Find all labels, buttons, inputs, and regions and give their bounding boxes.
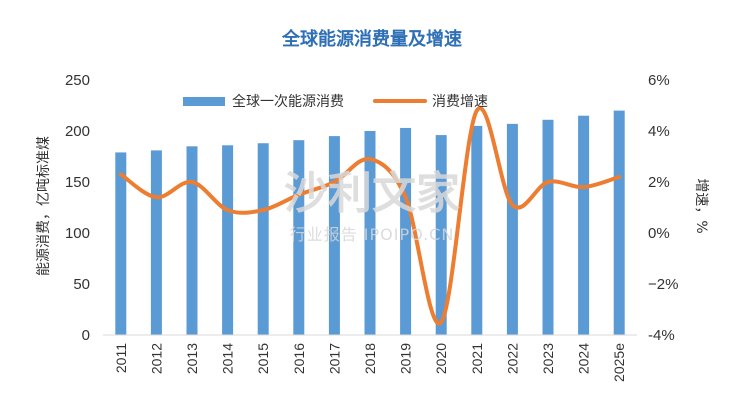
- bar-2016: [293, 140, 305, 335]
- x-tick-label: 2018: [362, 343, 378, 374]
- bar-2023: [542, 119, 554, 335]
- growth-line: [118, 106, 622, 326]
- bar-2020: [435, 135, 447, 335]
- legend-line-label: 消费增速: [432, 94, 488, 110]
- x-tick-label: 2020: [433, 343, 449, 374]
- legend: 全球一次能源消费 消费增速: [183, 93, 488, 110]
- left-tick-label: 250: [65, 72, 90, 89]
- x-tick-label: 2022: [504, 343, 520, 374]
- chart-title: 全球能源消费量及增速: [281, 28, 462, 50]
- watermark-main: 沙利文家: [284, 168, 460, 219]
- bar-2017: [328, 136, 340, 335]
- right-tick-label: 0%: [648, 225, 670, 242]
- x-tick-label: 2025e: [611, 343, 627, 382]
- x-tick-label: 2015: [255, 343, 271, 374]
- right-axis-label: 增速，%: [693, 178, 709, 233]
- bar-2011: [115, 152, 127, 335]
- left-tick-label: 50: [73, 276, 90, 293]
- x-tick-label: 2014: [220, 343, 236, 374]
- x-tick-label: 2016: [291, 343, 307, 374]
- bar-2014: [222, 145, 234, 335]
- x-axis-ticks: 2011 2012 2013 2014 2015 2016 2017 2018 2019 2020…: [113, 343, 627, 382]
- x-tick-label: 2012: [148, 343, 164, 374]
- left-tick-label: 100: [65, 225, 90, 242]
- x-tick-label: 2017: [326, 343, 342, 374]
- right-tick-label: 6%: [648, 72, 670, 89]
- x-tick-label: 2013: [184, 343, 200, 374]
- watermark-sub: 行业报告 IPOIPO.CN: [290, 225, 455, 244]
- bar-2025e: [613, 110, 625, 335]
- right-tick-label: 4%: [648, 123, 670, 140]
- bar-2018: [364, 131, 376, 335]
- growth-line-layer: [118, 106, 622, 326]
- watermark: 沙利文家 行业报告 IPOIPO.CN: [284, 168, 460, 244]
- left-axis-label: 能源消费，亿吨标准煤: [36, 136, 52, 276]
- bar-2012: [150, 150, 162, 335]
- x-tick-label: 2021: [469, 343, 485, 374]
- x-tick-label: 2019: [398, 343, 414, 374]
- x-tick-label: 2024: [576, 343, 592, 374]
- legend-bar-swatch: [183, 97, 225, 106]
- left-axis-ticks: 0 50 100 150 200 250: [65, 72, 90, 344]
- bar-2022: [506, 123, 518, 335]
- right-tick-label: 2%: [648, 174, 670, 191]
- bar-2013: [186, 146, 198, 335]
- left-tick-label: 150: [65, 174, 90, 191]
- x-tick-label: 2023: [540, 343, 556, 374]
- left-tick-label: 200: [65, 123, 90, 140]
- legend-bar-label: 全球一次能源消费: [232, 93, 344, 110]
- left-tick-label: 0: [82, 327, 90, 344]
- bar-2015: [257, 143, 269, 335]
- right-axis-ticks: -4% −2% 0% 2% 4% 6%: [648, 72, 678, 344]
- bar-2019: [400, 127, 412, 335]
- right-tick-label: -4%: [648, 327, 675, 344]
- x-tick-label: 2011: [113, 343, 129, 373]
- bars-layer: [115, 110, 625, 336]
- right-tick-label: −2%: [648, 276, 678, 293]
- bar-2024: [578, 115, 590, 335]
- bar-2021: [471, 125, 483, 336]
